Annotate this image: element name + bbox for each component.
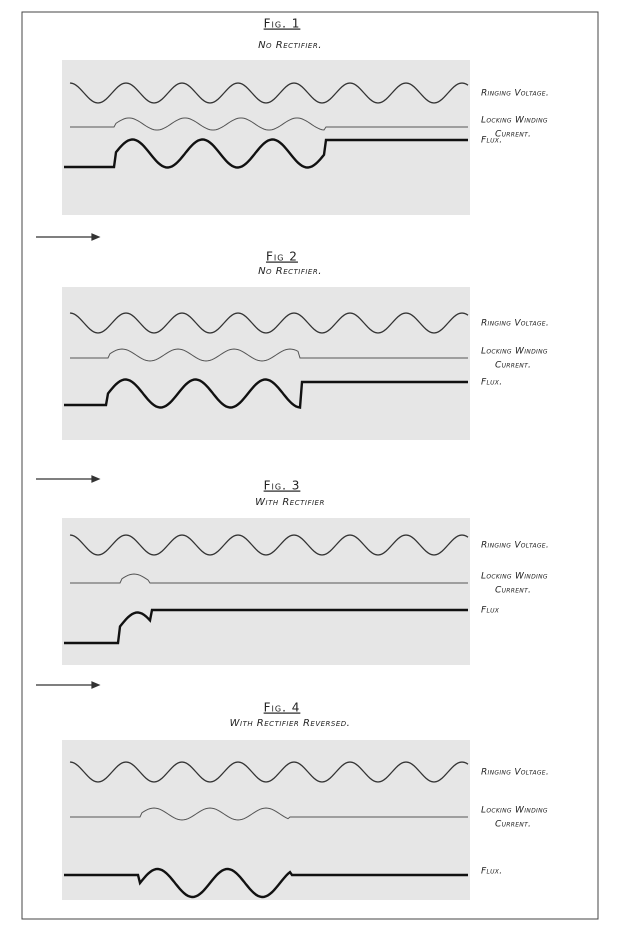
trace-label: Current. (495, 586, 531, 596)
trace-label: Ringing Voltage. (481, 319, 549, 329)
figure-title: Fig 2 (266, 250, 298, 264)
trace-label: Locking Winding (481, 572, 548, 582)
trace-label: Flux. (481, 867, 502, 877)
figure-title: Fig. 4 (264, 701, 301, 715)
page: Fig. 1 No Rectifier. Ringing Voltage. Locki… (0, 0, 620, 931)
trace-label: Current. (495, 820, 531, 830)
trace-label: Flux (481, 606, 500, 616)
figure-title: Fig. 3 (264, 479, 301, 493)
trace-label: Flux. (481, 136, 502, 146)
figure-subtitle: With Rectifier Reversed. (230, 718, 351, 729)
trace-label: Locking Winding (481, 806, 548, 816)
trace-label: Ringing Voltage. (481, 541, 549, 551)
trace-label: Flux. (481, 378, 502, 388)
trace-label: Current. (495, 361, 531, 371)
oscillogram-panel (62, 287, 470, 440)
oscillogram-panel (62, 518, 470, 665)
figure-subtitle: No Rectifier. (258, 266, 322, 277)
trace-label: Ringing Voltage. (481, 768, 549, 778)
figure-title: Fig. 1 (264, 17, 301, 31)
figure-subtitle: With Rectifier (255, 497, 325, 508)
trace-label: Ringing Voltage. (481, 89, 549, 99)
trace-label: Locking Winding (481, 116, 548, 126)
trace-label: Locking Winding (481, 347, 548, 357)
figure-subtitle: No Rectifier. (258, 40, 322, 51)
